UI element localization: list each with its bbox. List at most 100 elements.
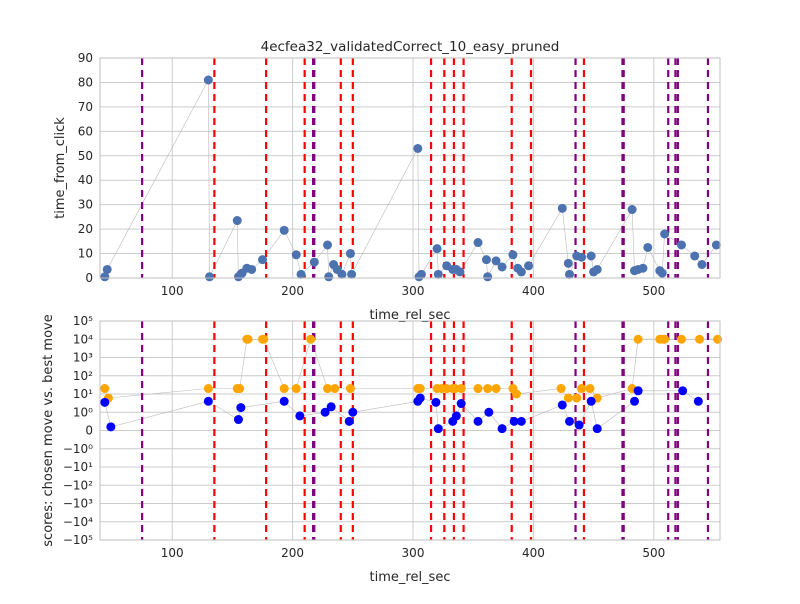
data-point — [348, 407, 358, 417]
data-point — [638, 263, 648, 273]
data-point — [585, 384, 595, 394]
data-point — [279, 396, 289, 406]
data-point — [433, 269, 443, 279]
data-point — [592, 264, 602, 274]
y-tick-label: −10² — [63, 478, 93, 492]
data-point — [345, 384, 355, 394]
data-point — [563, 393, 573, 403]
data-point — [497, 262, 507, 272]
y-tick-label: −10³ — [63, 497, 93, 511]
data-point — [657, 268, 667, 278]
data-point — [574, 420, 584, 430]
x-tick-label: 100 — [161, 546, 184, 560]
chart-title: 4ecfea32_validatedCorrect_10_easy_pruned — [261, 39, 560, 55]
data-point — [431, 397, 441, 407]
y-tick-label: 10⁰ — [73, 405, 93, 419]
data-point — [344, 416, 354, 426]
data-point — [243, 334, 253, 344]
data-point — [586, 396, 596, 406]
data-point — [203, 384, 213, 394]
data-point — [711, 240, 721, 250]
data-point — [309, 257, 319, 267]
data-point — [413, 143, 423, 153]
y-tick-label: 10⁵ — [73, 314, 93, 328]
y-tick-label: 70 — [78, 100, 93, 114]
data-point — [586, 251, 596, 261]
data-point — [563, 258, 573, 268]
x-tick-label: 100 — [161, 284, 184, 298]
data-point — [416, 269, 426, 279]
data-point — [484, 407, 494, 417]
data-point — [633, 386, 643, 396]
x-axis-label: time_rel_sec — [370, 308, 451, 323]
data-point — [473, 384, 483, 394]
y-tick-label: 30 — [78, 198, 93, 212]
data-point — [633, 334, 643, 344]
data-point — [259, 334, 269, 344]
data-point — [676, 334, 686, 344]
data-point — [295, 411, 305, 421]
data-point — [451, 411, 461, 421]
data-point — [481, 255, 491, 265]
data-point — [279, 384, 289, 394]
y-tick-label: 10 — [78, 247, 93, 261]
data-point — [433, 424, 443, 434]
y-tick-label: −10¹ — [63, 460, 93, 474]
data-point — [232, 216, 242, 226]
x-tick-label: 200 — [281, 546, 304, 560]
data-point — [296, 269, 306, 279]
data-point — [697, 260, 707, 270]
data-point — [247, 264, 257, 274]
data-point — [557, 400, 567, 410]
data-point — [524, 261, 534, 271]
data-point — [205, 272, 215, 282]
data-point — [572, 393, 582, 403]
data-point — [324, 272, 334, 282]
data-point — [236, 403, 246, 413]
y-tick-label: 80 — [78, 75, 93, 89]
y-tick-label: 10² — [73, 369, 93, 383]
data-point — [565, 269, 575, 279]
data-point — [695, 334, 705, 344]
data-point — [512, 389, 522, 399]
y-tick-label: 0 — [85, 424, 93, 438]
x-tick-label: 500 — [642, 546, 665, 560]
data-point — [473, 416, 483, 426]
y-tick-label: 10⁴ — [73, 332, 93, 346]
data-point — [483, 272, 493, 282]
data-point — [565, 416, 575, 426]
data-point — [491, 384, 501, 394]
data-point — [106, 422, 116, 432]
data-point — [508, 250, 518, 260]
x-tick-label: 400 — [522, 284, 545, 298]
data-point — [337, 269, 347, 279]
data-point — [676, 240, 686, 250]
data-point — [556, 384, 566, 394]
data-point — [455, 267, 465, 277]
data-point — [592, 424, 602, 434]
x-tick-label: 400 — [522, 546, 545, 560]
data-point — [483, 384, 493, 394]
data-point — [456, 399, 466, 409]
data-point — [415, 384, 425, 394]
data-point — [326, 402, 336, 412]
data-point — [432, 244, 442, 254]
data-point — [102, 264, 112, 274]
data-point — [473, 238, 483, 248]
data-point — [203, 75, 213, 85]
x-tick-label: 300 — [402, 284, 425, 298]
data-point — [630, 396, 640, 406]
y-tick-label: −10⁰ — [63, 442, 93, 456]
data-point — [690, 251, 700, 261]
data-point — [100, 384, 110, 394]
y-axis-label: scores: chosen move vs. best move — [41, 314, 56, 546]
data-point — [713, 334, 723, 344]
y-tick-label: 10¹ — [73, 387, 93, 401]
data-point — [345, 249, 355, 259]
data-point — [330, 384, 340, 394]
data-point — [577, 384, 587, 394]
data-point — [323, 240, 333, 250]
data-point — [415, 393, 425, 403]
